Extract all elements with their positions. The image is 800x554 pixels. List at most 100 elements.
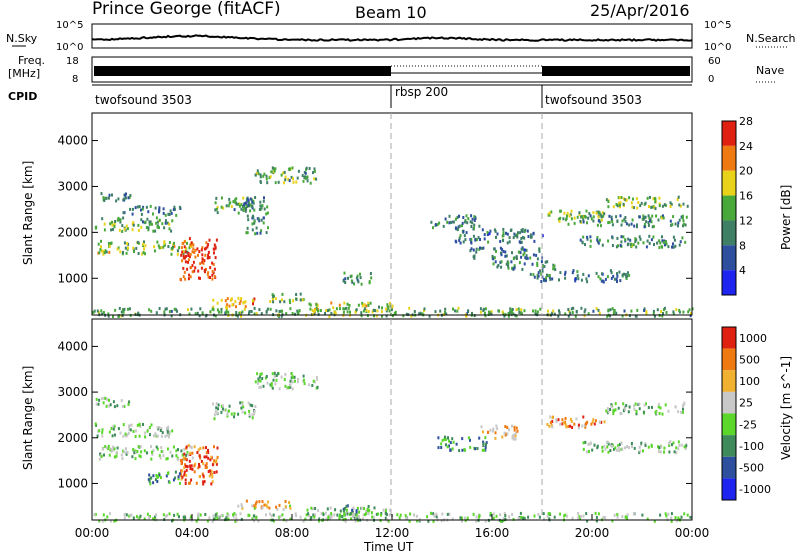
data-cell (511, 308, 514, 311)
data-cell (171, 454, 174, 458)
data-cell (215, 462, 218, 466)
data-cell (232, 515, 235, 519)
colorbar-tick-label: 8 (739, 239, 746, 252)
data-cell (462, 240, 465, 244)
data-cell (207, 470, 210, 474)
data-cell (296, 176, 299, 180)
data-cell (138, 205, 141, 209)
data-cell (220, 404, 223, 408)
data-cell (504, 254, 507, 258)
data-cell (301, 174, 304, 177)
data-cell (399, 513, 402, 517)
data-cell (181, 469, 184, 473)
data-cell (284, 384, 287, 388)
data-cell (347, 276, 349, 280)
data-cell (377, 512, 380, 516)
data-cell (150, 457, 153, 461)
data-cell (361, 301, 364, 305)
data-cell (220, 410, 223, 414)
data-cell (283, 181, 285, 185)
data-cell (216, 205, 219, 209)
data-cell (519, 251, 522, 255)
data-cell (163, 310, 166, 314)
data-cell (117, 197, 120, 201)
data-cell (657, 218, 660, 222)
data-cell (493, 228, 496, 232)
y-tick-label: 4000 (57, 339, 88, 353)
data-cell (570, 209, 573, 213)
data-cell (615, 311, 618, 315)
data-cell (376, 309, 379, 313)
data-cell (320, 512, 323, 516)
data-cell (205, 465, 208, 469)
data-cell (537, 513, 540, 516)
data-cell (104, 396, 107, 400)
data-cell (183, 470, 186, 474)
data-cell (611, 444, 613, 448)
data-cell (262, 221, 265, 225)
data-cell (132, 246, 135, 250)
data-cell (616, 204, 619, 208)
data-cell (256, 372, 259, 376)
data-cell (258, 375, 261, 379)
data-cell (169, 450, 172, 454)
data-cell (661, 412, 664, 416)
data-cell (616, 236, 619, 240)
data-cell (506, 241, 509, 245)
data-cell (349, 512, 352, 515)
data-cell (248, 203, 250, 207)
data-cell (258, 500, 261, 504)
data-cell (344, 519, 347, 523)
data-cell (582, 441, 585, 445)
data-cell (355, 276, 358, 280)
data-cell (189, 253, 192, 257)
data-cell (259, 173, 262, 177)
data-cell (603, 444, 606, 448)
data-cell (488, 232, 491, 236)
data-cell (266, 181, 269, 185)
data-cell (171, 219, 174, 223)
data-cell (333, 513, 336, 517)
data-cell (437, 436, 440, 440)
data-cell (618, 449, 621, 453)
data-cell (235, 513, 238, 517)
data-cell (381, 306, 383, 310)
data-cell (290, 175, 293, 179)
data-cell (145, 226, 148, 229)
data-cell (478, 436, 481, 440)
data-cell (499, 513, 502, 517)
data-cell (208, 256, 211, 259)
data-cell (342, 509, 345, 513)
data-cell (352, 506, 355, 510)
data-cell (186, 451, 189, 454)
data-cell (587, 216, 590, 220)
data-cell (110, 241, 113, 245)
data-cell (248, 409, 251, 413)
data-cell (594, 511, 597, 515)
data-cell (630, 242, 633, 246)
data-cell (577, 512, 580, 515)
data-cell (441, 512, 444, 516)
data-cell (242, 208, 245, 212)
data-cell (101, 431, 104, 435)
x-tick-label: 12:00 (375, 526, 410, 540)
data-cell (552, 266, 555, 270)
data-cell (249, 203, 252, 207)
data-cell (298, 309, 301, 313)
data-cell (601, 243, 604, 247)
data-cell (301, 298, 304, 302)
data-cell (127, 403, 130, 406)
data-cell (542, 512, 545, 516)
data-cell (652, 197, 655, 201)
data-cell (155, 221, 158, 225)
data-cell (456, 309, 459, 313)
data-cell (357, 303, 360, 307)
data-cell (189, 517, 192, 521)
data-cell (103, 396, 106, 400)
data-cell (505, 231, 507, 235)
data-cell (328, 314, 331, 318)
data-cell (492, 262, 495, 266)
data-cell (259, 231, 262, 235)
data-cell (474, 238, 477, 242)
data-cell (316, 385, 319, 389)
